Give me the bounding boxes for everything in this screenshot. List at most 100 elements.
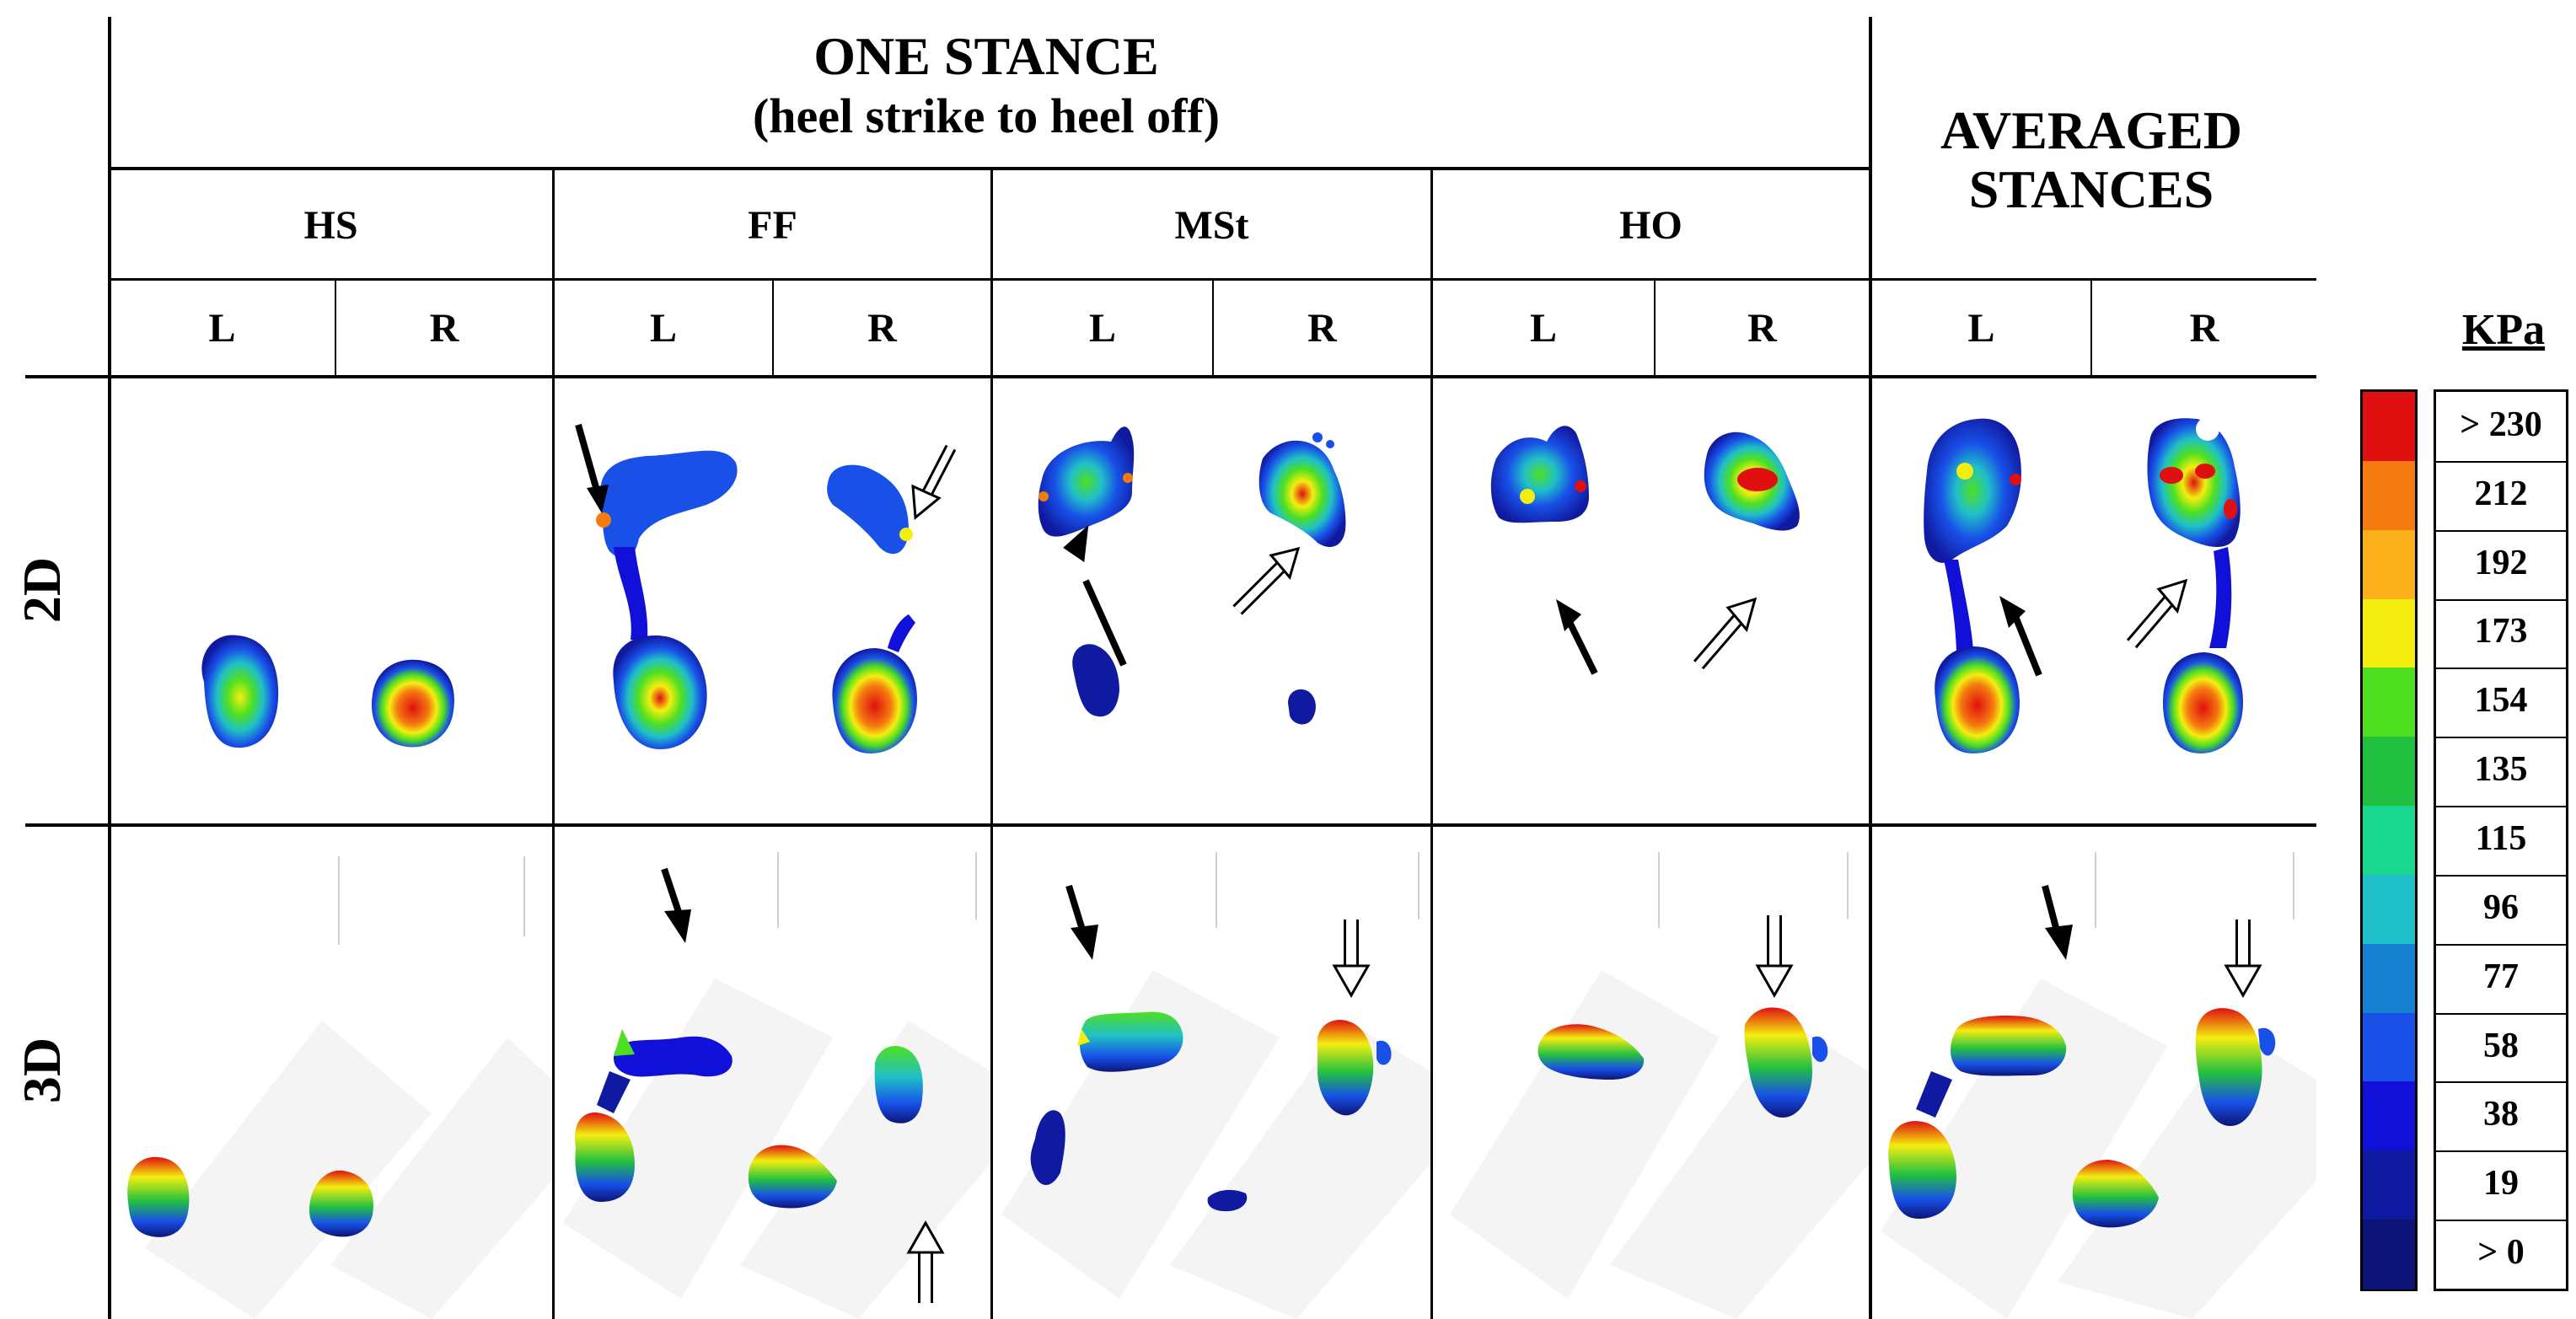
white-arrow-head [1725,597,1758,633]
white-arrow-head [2224,964,2262,999]
legend-swatch [2363,806,2415,876]
legend-level-label: 212 [2474,474,2528,513]
black-arrow-head [1999,596,2026,628]
legend-separator [2436,529,2566,532]
forefoot-print-right [827,464,909,555]
footprint-3d-mst [993,827,1430,1319]
grid-line [990,169,993,1319]
foot-label-r: R [1747,306,1777,351]
row-label-3d: 3D [12,1037,72,1104]
pressure-mound [1030,1110,1065,1185]
floor-plane [330,1038,552,1319]
floor-plane [563,979,833,1299]
footprint-2d-ho [1433,378,1869,823]
grid-line [1869,17,1872,1319]
black-arrow-head [664,909,691,943]
pressure-mound [2072,1160,2159,1228]
legend-level-label: 38 [2483,1095,2519,1134]
foot-label-l: L [208,306,236,351]
pressure-mound [127,1156,190,1237]
grid-line [2090,280,2092,377]
foot-label-r: R [2189,306,2219,351]
averaged-stances-title-line2: STANCES [1968,159,2214,219]
heel-print-left [1935,646,2020,753]
white-arrow-head [1755,964,1794,999]
footprint-3d-averaged [1872,827,2316,1319]
phase-header-ff: FF [748,203,797,248]
white-arrow-inner [1695,613,1744,668]
legend-level-label: 192 [2474,543,2528,582]
black-arrow-head [2045,925,2073,960]
legend-level-label: 58 [2483,1026,2519,1065]
legend-level-label: 135 [2474,750,2528,790]
white-arrow-head [2156,578,2188,614]
legend-swatch [2363,737,2415,807]
white-arrow-inner [1234,560,1287,614]
legend-color-bar [2360,389,2418,1291]
legend-swatch [2363,392,2415,462]
white-arrow-head [911,484,942,520]
legend-swatch [2363,598,2415,669]
legend-separator [2436,943,2566,946]
black-arrow-head [1071,925,1098,960]
pressure-mound [614,1029,635,1056]
midfoot-print-right [888,614,915,652]
foot-label-l: L [1088,306,1116,351]
grid-line [1654,280,1656,377]
dot [1326,440,1334,448]
phase-header-hs: HS [303,203,358,248]
hotspot [1575,480,1586,492]
foot-label-l: L [1529,306,1557,351]
grid-line [108,17,111,1319]
legend-separator [2436,1220,2566,1222]
legend-swatch [2363,1012,2415,1083]
footprint-3d-ff [555,827,990,1319]
row-label-2d: 2D [12,556,72,624]
pressure-mound [1077,1029,1090,1046]
white-arrow-inner [2128,594,2175,647]
pressure-mound [575,1113,635,1202]
heel-print-left [201,635,279,748]
one-stance-subtitle: (heel strike to heel off) [752,88,1221,143]
heel-print-right [1288,689,1316,725]
legend-separator [2436,806,2566,808]
heel-print-right [2163,652,2243,753]
black-arrow-head [1063,525,1089,563]
black-arrow [575,423,602,498]
heel-print-left [613,635,707,749]
pressure-mound [1744,1007,1812,1118]
floor-plane [1001,970,1280,1299]
legend-unit: KPa [2461,306,2546,354]
white-arrow-head [1269,546,1301,581]
legend-level-label: 115 [2475,819,2527,858]
foot-label-r: R [867,306,897,351]
grid-line [108,167,1872,170]
pressure-mound [1079,1011,1183,1072]
hotspot [1123,473,1133,483]
legend-level-label: > 230 [2460,405,2542,444]
midfoot-print-right [2209,547,2232,648]
pressure-mound [748,1145,837,1209]
pressure-mound [2195,1008,2262,1126]
legend-swatch [2363,529,2415,600]
pressure-mound [1916,1071,1952,1118]
pressure-mound [1377,1040,1392,1065]
grid-line [25,823,2316,827]
footprint-2d-ff [555,378,990,823]
foot-label-r: R [429,306,459,351]
pressure-mound [2258,1027,2276,1056]
midfoot-print-left [614,547,648,640]
grid-line [772,280,774,377]
legend-labels: > 230 212 192 173 154 135 115 96 77 58 38 19 > 0 [2434,389,2568,1291]
foot-label-r: R [1307,306,1337,351]
forefoot-print-right [2147,418,2241,547]
pressure-mound [1538,1024,1645,1080]
legend-separator [2436,874,2566,877]
hotspot [2160,467,2183,484]
forefoot-print-left [1038,426,1135,537]
heel-print-right [832,648,917,753]
legend-separator [2436,668,2566,670]
legend-level-label: 77 [2483,957,2519,996]
one-stance-title: ONE STANCE [813,26,1159,86]
legend-separator [2436,1150,2566,1153]
